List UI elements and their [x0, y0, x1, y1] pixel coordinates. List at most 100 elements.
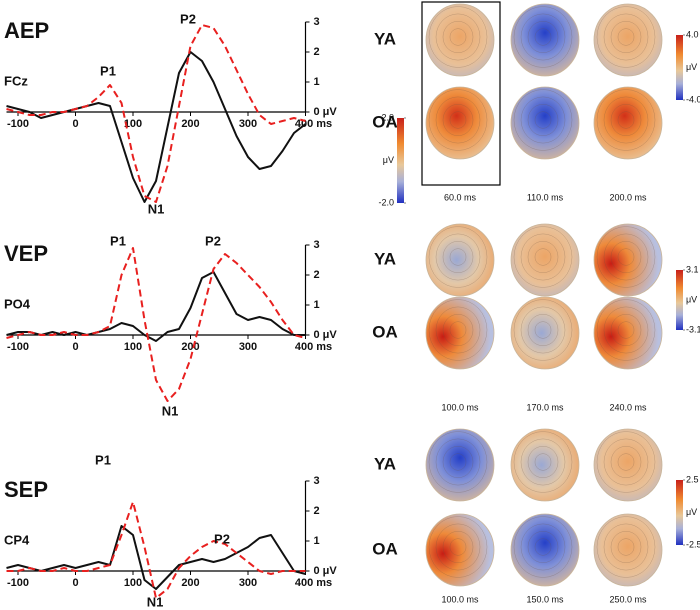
contour: [596, 431, 656, 493]
contour: [435, 13, 481, 61]
erp-line: [6, 24, 306, 203]
contour: [449, 28, 467, 46]
y-tick-label: 2: [314, 46, 320, 58]
contour: [527, 446, 559, 478]
erp-line: [6, 501, 306, 599]
contour: [513, 299, 573, 361]
x-tick-label: 0: [72, 341, 78, 353]
contour: [442, 314, 474, 346]
colorbar-label: -4.0: [686, 94, 700, 104]
time-label: 60.0 ms: [444, 192, 477, 202]
contour: [449, 111, 467, 129]
colorbar-unit: μV: [686, 62, 697, 72]
contour: [428, 6, 488, 68]
y-tick-label: 1: [314, 299, 320, 311]
row-label: YA: [374, 454, 396, 473]
y-tick-label: 2: [314, 505, 320, 517]
colorbar: [676, 270, 683, 330]
topomap: [425, 513, 495, 587]
x-tick-label: -100: [7, 577, 29, 589]
row-label: YA: [374, 249, 396, 268]
colorbar-label: 4.0: [686, 29, 699, 39]
topomap: [510, 513, 580, 587]
contour: [534, 453, 552, 471]
contour: [617, 538, 635, 556]
contour: [449, 248, 467, 266]
panel-title: VEP: [4, 241, 48, 266]
topomap: [593, 428, 663, 502]
contour: [428, 226, 488, 288]
topomap: [425, 3, 495, 77]
peak-label: P2: [180, 11, 196, 26]
peak-label: N1: [162, 403, 179, 418]
contour: [617, 321, 635, 339]
topomap: [593, 3, 663, 77]
contour: [513, 89, 573, 151]
contour: [435, 523, 481, 571]
contour: [617, 248, 635, 266]
y-tick-label: 3: [314, 239, 320, 251]
colorbar: [676, 35, 683, 100]
time-label: 100.0 ms: [441, 402, 479, 412]
contour: [428, 299, 488, 361]
topomap: [425, 428, 495, 502]
x-tick-label: 400 ms: [295, 341, 332, 353]
peak-label: P2: [214, 531, 230, 546]
contour: [442, 104, 474, 136]
contour: [610, 21, 642, 53]
channel-label: FCz: [4, 73, 28, 88]
contour: [603, 523, 649, 571]
x-tick-label: 0: [72, 118, 78, 130]
y-tick-label: 3: [314, 16, 320, 28]
contour: [442, 531, 474, 563]
erp-line: [6, 51, 307, 203]
contour: [603, 306, 649, 354]
peak-label: P1: [110, 233, 126, 248]
colorbar-label: -2.5: [686, 539, 700, 549]
contour: [435, 233, 481, 281]
contour: [527, 531, 559, 563]
x-tick-label: 300: [239, 118, 257, 130]
x-tick-label: 300: [239, 341, 257, 353]
peak-label: P1: [100, 63, 116, 78]
x-tick-label: 300: [239, 577, 257, 589]
contour: [534, 28, 552, 46]
contour: [435, 438, 481, 486]
erp-line: [6, 525, 306, 590]
y-tick-label: 2: [314, 269, 320, 281]
contour: [449, 538, 467, 556]
contour: [603, 233, 649, 281]
erp-line: [6, 247, 306, 402]
panel-title: SEP: [4, 477, 48, 502]
topomap: [593, 296, 663, 370]
contour: [527, 104, 559, 136]
colorbar-label: 2.0: [381, 112, 394, 122]
contour: [534, 321, 552, 339]
topomap: [593, 86, 663, 160]
y-tick-label: 1: [314, 535, 320, 547]
x-tick-label: 100: [124, 118, 142, 130]
y-tick-label: 0 μV: [314, 565, 338, 577]
contour: [610, 314, 642, 346]
contour: [527, 21, 559, 53]
topomap: [425, 86, 495, 160]
x-tick-label: -100: [7, 118, 29, 130]
peak-label: P1: [95, 452, 111, 467]
topomap: [510, 296, 580, 370]
time-label: 250.0 ms: [609, 594, 647, 604]
topomap: [510, 223, 580, 297]
y-tick-label: 3: [314, 475, 320, 487]
peak-label: N1: [147, 594, 164, 609]
contour: [428, 516, 488, 578]
row-label: OA: [372, 539, 398, 558]
channel-label: PO4: [4, 296, 31, 311]
contour: [610, 104, 642, 136]
x-tick-label: 0: [72, 577, 78, 589]
colorbar-unit: μV: [686, 294, 697, 304]
colorbar-unit: μV: [686, 507, 697, 517]
contour: [513, 6, 573, 68]
contour: [520, 96, 566, 144]
time-label: 200.0 ms: [609, 192, 647, 202]
x-tick-label: -100: [7, 341, 29, 353]
